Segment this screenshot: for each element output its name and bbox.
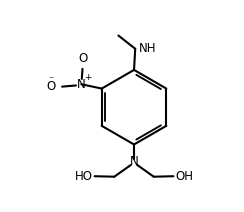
Text: N: N <box>130 155 138 168</box>
Text: OH: OH <box>175 170 193 183</box>
Text: O: O <box>78 52 87 64</box>
Text: +: + <box>84 73 92 82</box>
Text: NH: NH <box>139 42 156 55</box>
Text: HO: HO <box>75 170 93 183</box>
Text: ⁻: ⁻ <box>49 75 54 85</box>
Text: N: N <box>77 78 86 91</box>
Text: O: O <box>46 80 56 93</box>
